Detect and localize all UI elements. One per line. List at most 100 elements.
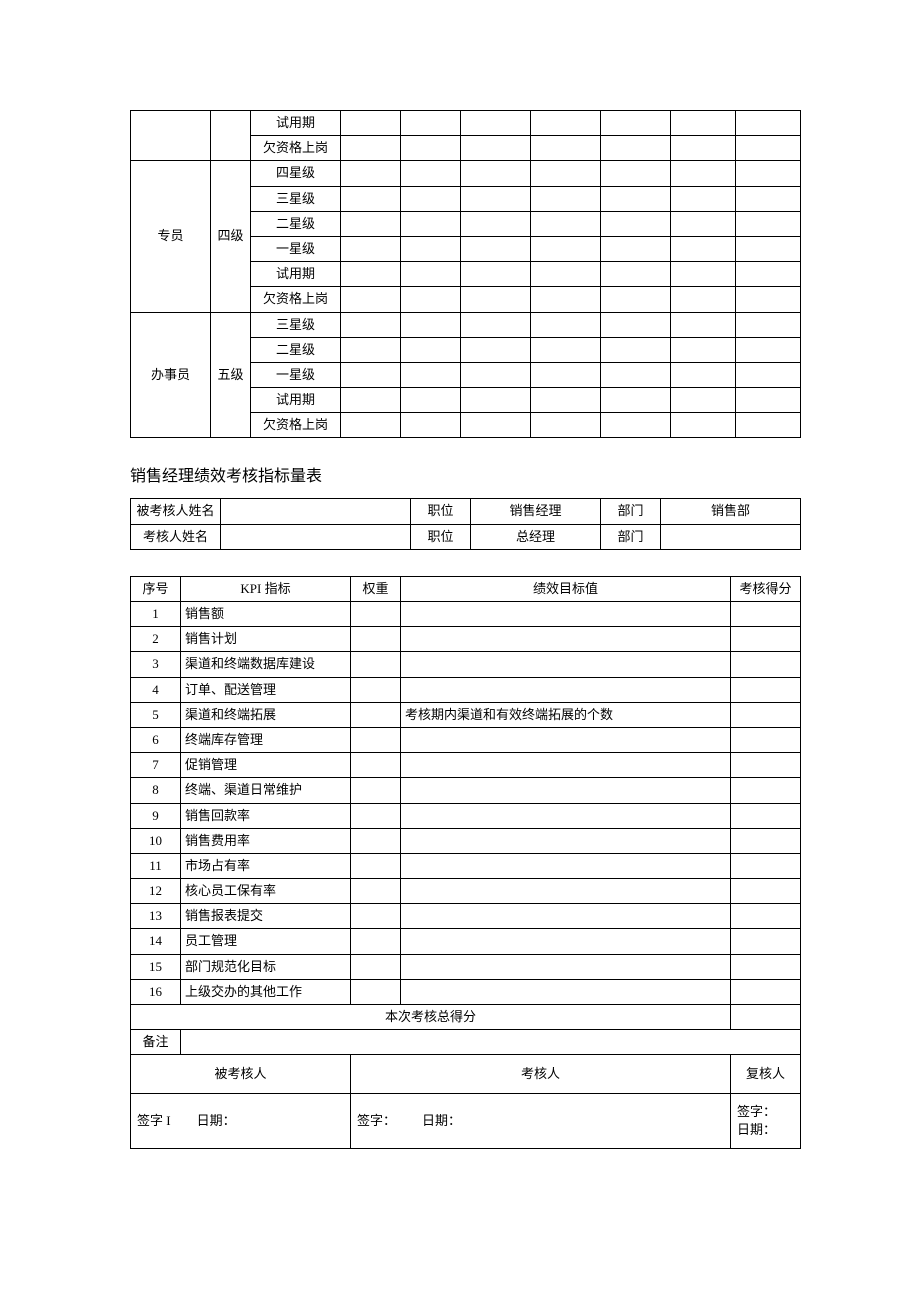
score-cell (731, 652, 801, 677)
seq-cell: 12 (131, 879, 181, 904)
header-cell: KPI 指标 (181, 576, 351, 601)
score-cell (731, 627, 801, 652)
kpi-name-cell: 销售额 (181, 602, 351, 627)
kpi-table: 序号 KPI 指标 权重 绩效目标值 考核得分 1销售额2销售计划3渠道和终端数… (130, 576, 801, 1150)
seq-cell: 5 (131, 702, 181, 727)
target-cell (401, 677, 731, 702)
sig-cell: 签字： 日期： (351, 1094, 731, 1149)
weight-cell (351, 627, 401, 652)
date-label: 日期： (422, 1113, 461, 1128)
target-cell (401, 853, 731, 878)
value-cell (661, 524, 801, 549)
weight-cell (351, 853, 401, 878)
target-cell (401, 753, 731, 778)
seq-cell: 2 (131, 627, 181, 652)
cell: 欠资格上岗 (251, 413, 341, 438)
table-row: 10销售费用率 (131, 828, 801, 853)
weight-cell (351, 929, 401, 954)
cell: 试用期 (251, 111, 341, 136)
cell: 欠资格上岗 (251, 287, 341, 312)
score-cell (731, 727, 801, 752)
label-cell: 职位 (411, 499, 471, 524)
score-cell (731, 602, 801, 627)
score-cell (731, 853, 801, 878)
score-cell (731, 803, 801, 828)
kpi-name-cell: 销售报表提交 (181, 904, 351, 929)
sig-header: 考核人 (351, 1055, 731, 1094)
kpi-name-cell: 促销管理 (181, 753, 351, 778)
sig-header: 被考核人 (131, 1055, 351, 1094)
score-cell (731, 828, 801, 853)
target-cell (401, 979, 731, 1004)
weight-cell (351, 778, 401, 803)
weight-cell (351, 652, 401, 677)
cell: 三星级 (251, 312, 341, 337)
kpi-name-cell: 市场占有率 (181, 853, 351, 878)
weight-cell (351, 602, 401, 627)
cell: 试用期 (251, 388, 341, 413)
section-title: 销售经理绩效考核指标量表 (130, 462, 800, 486)
cell (131, 111, 211, 161)
label-cell: 部门 (601, 499, 661, 524)
cell: 二星级 (251, 337, 341, 362)
table-row: 4订单、配送管理 (131, 677, 801, 702)
target-cell (401, 828, 731, 853)
seq-cell: 10 (131, 828, 181, 853)
seq-cell: 14 (131, 929, 181, 954)
seq-cell: 8 (131, 778, 181, 803)
total-value (731, 1005, 801, 1030)
score-cell (731, 702, 801, 727)
table-row: 15部门规范化目标 (131, 954, 801, 979)
seq-cell: 15 (131, 954, 181, 979)
value-cell (221, 524, 411, 549)
weight-cell (351, 677, 401, 702)
value-cell: 销售经理 (471, 499, 601, 524)
kpi-name-cell: 订单、配送管理 (181, 677, 351, 702)
weight-cell (351, 954, 401, 979)
score-cell (731, 778, 801, 803)
label-cell: 考核人姓名 (131, 524, 221, 549)
info-table: 被考核人姓名 职位 销售经理 部门 销售部 考核人姓名 职位 总经理 部门 (130, 498, 801, 549)
kpi-name-cell: 终端、渠道日常维护 (181, 778, 351, 803)
total-label: 本次考核总得分 (131, 1005, 731, 1030)
table-row: 13销售报表提交 (131, 904, 801, 929)
kpi-name-cell: 销售费用率 (181, 828, 351, 853)
target-cell (401, 627, 731, 652)
value-cell (221, 499, 411, 524)
weight-cell (351, 879, 401, 904)
sig-label: 签字： (737, 1104, 776, 1119)
level-cell: 四级 (211, 161, 251, 312)
target-cell (401, 929, 731, 954)
score-cell (731, 753, 801, 778)
sig-cell: 签字： 日期： (731, 1094, 801, 1149)
table-row: 5渠道和终端拓展 考核期内渠道和有效终端拓展的个数 (131, 702, 801, 727)
level-cell: 五级 (211, 312, 251, 438)
score-cell (731, 979, 801, 1004)
seq-cell: 9 (131, 803, 181, 828)
table-row: 3渠道和终端数据库建设 (131, 652, 801, 677)
value-cell: 总经理 (471, 524, 601, 549)
score-cell (731, 929, 801, 954)
score-cell (731, 904, 801, 929)
role-cell: 办事员 (131, 312, 211, 438)
kpi-name-cell: 渠道和终端拓展 (181, 702, 351, 727)
cell: 一星级 (251, 236, 341, 261)
cell (211, 111, 251, 161)
sig-label: 签字： (357, 1113, 396, 1128)
remark-value (181, 1030, 801, 1055)
table-row: 2销售计划 (131, 627, 801, 652)
sig-header: 复核人 (731, 1055, 801, 1094)
cell: 四星级 (251, 161, 341, 186)
cell: 欠资格上岗 (251, 136, 341, 161)
score-cell (731, 954, 801, 979)
table-row: 7促销管理 (131, 753, 801, 778)
kpi-name-cell: 终端库存管理 (181, 727, 351, 752)
cell: 试用期 (251, 262, 341, 287)
table-row: 14员工管理 (131, 929, 801, 954)
seq-cell: 4 (131, 677, 181, 702)
table-row: 1销售额 (131, 602, 801, 627)
target-cell: 考核期内渠道和有效终端拓展的个数 (401, 702, 731, 727)
kpi-name-cell: 员工管理 (181, 929, 351, 954)
target-cell (401, 778, 731, 803)
weight-cell (351, 803, 401, 828)
